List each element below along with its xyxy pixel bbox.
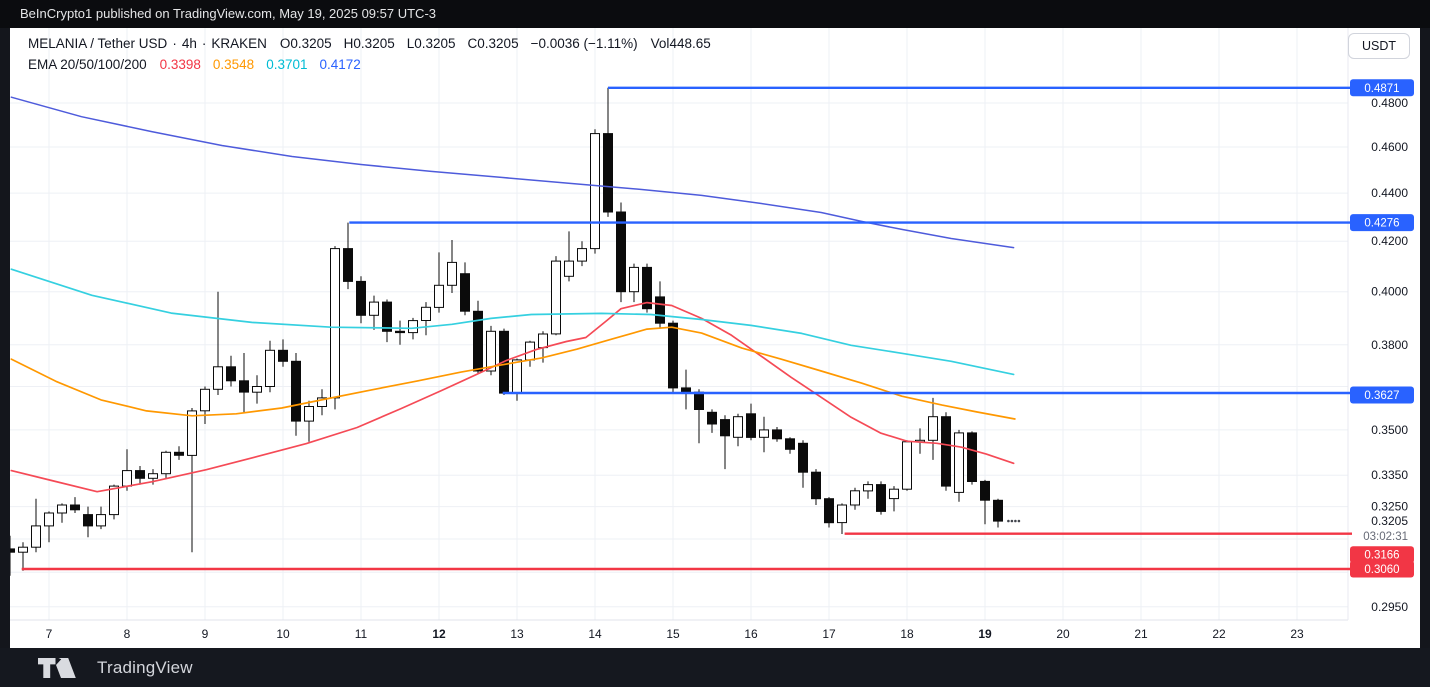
price-tick-label: 0.4000: [1371, 285, 1408, 299]
time-tick-label: 12: [432, 627, 446, 641]
price-tick-label: 0.3350: [1371, 468, 1408, 482]
chart-canvas[interactable]: 0.4800 0.4600 0.4400 0.4200 0.4000 0.3800 0.35…: [10, 28, 1420, 648]
time-tick-label: 19: [978, 627, 992, 641]
time-axis[interactable]: 7 8 9 10 11 12 13 14 15 16 17 18 19 20 21 22 23: [46, 627, 1304, 641]
time-tick-label: 23: [1290, 627, 1304, 641]
time-tick-label: 13: [510, 627, 524, 641]
currency-toggle-label: USDT: [1361, 39, 1397, 53]
level-price-badge: 0.3060: [1350, 560, 1414, 578]
ohlc-item: C0.3205: [467, 36, 519, 51]
ema-legend: EMA 20/50/100/200 0.3398 0.3548 0.3701 0.41…: [28, 54, 711, 75]
price-tick-label: 0.3800: [1371, 338, 1408, 352]
ema-50-line: [10, 326, 1016, 420]
price-tick-label: 0.4800: [1371, 96, 1408, 110]
ema-legend-values: 0.3398 0.3548 0.3701 0.4172: [160, 57, 373, 72]
attribution-bar: BeInCrypto1 published on TradingView.com…: [0, 0, 1430, 28]
ema-200-line: [10, 96, 1015, 249]
ema-legend-label[interactable]: EMA 20/50/100/200: [28, 57, 147, 72]
time-tick-label: 15: [666, 627, 680, 641]
ema-value: 0.3701: [266, 57, 308, 72]
ema-100-line: [10, 268, 1015, 376]
attribution-text: BeInCrypto1 published on TradingView.com…: [20, 6, 436, 21]
separator-dot: ·: [172, 36, 177, 51]
volume-label: Vol: [650, 36, 670, 51]
symbol-title[interactable]: MELANIA / Tether USD: [28, 36, 168, 51]
time-tick-label: 22: [1212, 627, 1226, 641]
ohlc-item: H0.3205: [343, 36, 395, 51]
separator-dot: ·: [201, 36, 207, 51]
tradingview-wordmark[interactable]: TradingView: [97, 657, 193, 677]
grid: [10, 28, 1349, 621]
price-tick-label: 0.4200: [1371, 234, 1408, 248]
svg-text:0.3166: 0.3166: [1364, 550, 1399, 562]
chart-header: MELANIA / Tether USD · 4h · KRAKEN O0.32…: [28, 33, 711, 75]
ohlc-item: O0.3205: [279, 36, 332, 51]
volume-value: 448.65: [669, 36, 711, 51]
ohlc-values: O0.3205 H0.3205 L0.3205 C0.3205: [280, 36, 531, 51]
candles-series: [10, 87, 1003, 576]
ohlc-item: L0.3205: [406, 36, 456, 51]
chart-panel: 0.4800 0.4600 0.4400 0.4200 0.4000 0.3800 0.35…: [10, 28, 1420, 648]
time-tick-label: 7: [46, 627, 53, 641]
level-price-badge: 0.4871: [1350, 79, 1414, 97]
price-tick-label: 0.4400: [1371, 186, 1408, 200]
tradingview-attribution-bar: TradingView: [0, 648, 1430, 687]
currency-toggle-button[interactable]: USDT: [1348, 33, 1410, 59]
ema-value: 0.4172: [319, 57, 361, 72]
level-rays[interactable]: [21, 86, 1352, 571]
time-tick-label: 20: [1056, 627, 1070, 641]
change-value: −0.0036 (−1.11%): [530, 36, 638, 51]
time-tick-label: 21: [1134, 627, 1148, 641]
svg-text:0.4871: 0.4871: [1364, 83, 1399, 95]
time-tick-label: 18: [900, 627, 914, 641]
time-tick-label: 10: [276, 627, 290, 641]
price-axis[interactable]: 0.4800 0.4600 0.4400 0.4200 0.4000 0.3800 0.35…: [1350, 79, 1414, 614]
price-tick-label: 0.3500: [1371, 423, 1408, 437]
level-price-badge: 0.3627: [1350, 386, 1414, 404]
time-tick-label: 8: [124, 627, 131, 641]
svg-text:0.3060: 0.3060: [1364, 564, 1399, 576]
tradingview-logo-icon[interactable]: [38, 657, 78, 678]
svg-text:0.4276: 0.4276: [1364, 218, 1399, 230]
svg-text:0.3627: 0.3627: [1364, 390, 1399, 402]
exchange-label[interactable]: KRAKEN: [211, 36, 267, 51]
price-tick-label: 0.3250: [1371, 500, 1408, 514]
price-tick-label: 0.2950: [1371, 600, 1408, 614]
time-tick-label: 17: [822, 627, 836, 641]
time-tick-label: 9: [202, 627, 209, 641]
last-price-dots: [1007, 519, 1021, 523]
countdown-label: 03:02:31: [1363, 531, 1408, 543]
level-price-badge: 0.4276: [1350, 214, 1414, 232]
ema-lines: [10, 96, 1016, 493]
last-price-label: 0.3205: [1371, 514, 1408, 528]
time-tick-label: 14: [588, 627, 602, 641]
interval-label[interactable]: 4h: [181, 36, 197, 51]
ema-20-line: [10, 301, 1015, 493]
price-tick-label: 0.4600: [1371, 140, 1408, 154]
time-tick-label: 11: [355, 627, 368, 641]
ema-value: 0.3398: [159, 57, 201, 72]
level-price-badge: 0.3166: [1350, 546, 1414, 564]
ema-value: 0.3548: [212, 57, 255, 72]
symbol-line: MELANIA / Tether USD · 4h · KRAKEN O0.32…: [28, 33, 711, 54]
time-tick-label: 16: [744, 627, 758, 641]
